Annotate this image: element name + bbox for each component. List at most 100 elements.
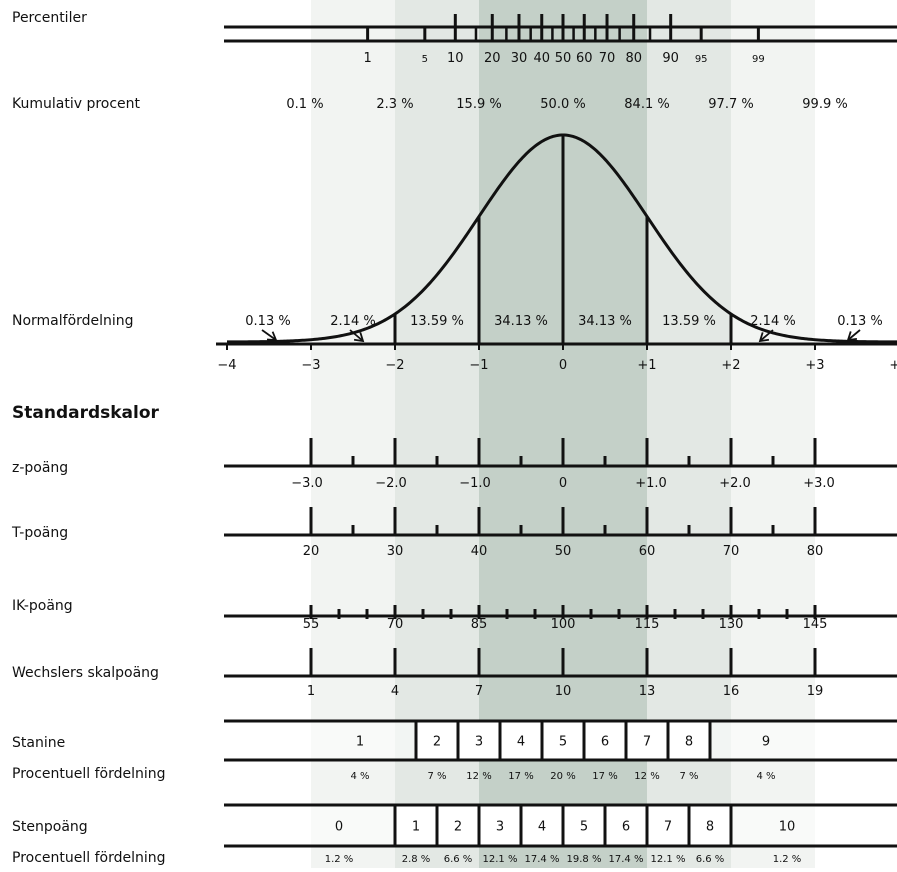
stanine-box-fill: [416, 721, 458, 760]
heading-standardskalor: Standardskalor: [12, 403, 160, 423]
stanine-box-fill-left: [224, 721, 416, 760]
sd-axis-label: 0: [559, 358, 567, 373]
percentile-label: 80: [625, 51, 642, 66]
percentile-label: 5: [422, 54, 428, 65]
cumulative-label: 97.7 %: [708, 97, 753, 112]
wechsler-scale: 1 4 7 10 13 16 19: [224, 648, 897, 699]
sd-axis-label: +3: [805, 358, 824, 373]
percentile-label: 1: [363, 51, 371, 66]
stanine-box-fill: [500, 721, 542, 760]
wechsler-label: 10: [555, 684, 572, 699]
sd-axis-label: −3: [301, 358, 320, 373]
percentile-label: 90: [662, 51, 679, 66]
z-label: −1.0: [459, 476, 491, 491]
stanine-label: 5: [559, 735, 567, 750]
label-t-poang: T-poäng: [11, 525, 68, 541]
stanine-label: 4: [517, 735, 525, 750]
sten-box-fill-right: [731, 805, 897, 846]
sten-label: 10: [779, 820, 796, 835]
sten-label: 7: [664, 820, 672, 835]
label-kumulativ-procent: Kumulativ procent: [12, 96, 141, 112]
stanine-percent: 4 %: [350, 771, 369, 782]
z-label: +2.0: [719, 476, 751, 491]
percentile-label: 95: [695, 54, 708, 65]
cumulative-label: 0.1 %: [286, 97, 323, 112]
z-label: 0: [559, 476, 567, 491]
sd-axis-label: +2: [721, 358, 740, 373]
t-label: 20: [303, 544, 320, 559]
stanine-box-fill: [584, 721, 626, 760]
sten-box-fill: [689, 805, 731, 846]
sten-percent: 2.8 %: [402, 854, 431, 865]
area-percent-label: 2.14 %: [330, 314, 375, 329]
sten-label: 0: [335, 820, 343, 835]
z-score-scale: −3.0 −2.0 −1.0 0 +1.0 +2.0 +3.0: [224, 438, 897, 491]
stanine-label: 8: [685, 735, 693, 750]
percentile-label: 20: [484, 51, 501, 66]
percentile-label: 30: [511, 51, 528, 66]
sten-box-fill: [563, 805, 605, 846]
sten-percent: 19.8 %: [567, 854, 602, 865]
arrow-tail-right: [847, 329, 861, 341]
wechsler-label: 13: [639, 684, 656, 699]
z-label: −3.0: [291, 476, 323, 491]
label-wechsler: Wechslers skalpoäng: [12, 665, 159, 681]
sten-percent: 17.4 %: [609, 854, 644, 865]
z-label: +3.0: [803, 476, 835, 491]
sten-box-fill: [395, 805, 437, 846]
stanine-label: 9: [762, 735, 770, 750]
iq-label: 145: [803, 617, 828, 632]
label-percentiler: Percentiler: [12, 10, 87, 26]
sd-axis-label: −1: [469, 358, 488, 373]
wechsler-label: 19: [807, 684, 824, 699]
sd-axis-label: +1: [637, 358, 656, 373]
z-label: −2.0: [375, 476, 407, 491]
t-label: 50: [555, 544, 572, 559]
stanine-label: 7: [643, 735, 651, 750]
percentile-label: 10: [447, 51, 464, 66]
percentile-label: 50: [555, 51, 572, 66]
stanine-box-fill: [542, 721, 584, 760]
t-label: 80: [807, 544, 824, 559]
sten-label: 6: [622, 820, 630, 835]
sten-box-fill: [605, 805, 647, 846]
t-label: 60: [639, 544, 656, 559]
percentile-label: 40: [533, 51, 550, 66]
stanine-box-fill: [458, 721, 500, 760]
iq-label: 85: [471, 617, 488, 632]
wechsler-label: 1: [307, 684, 315, 699]
area-percent-label: 13.59 %: [410, 314, 464, 329]
sten-boxes: 0 1.2 % 1 2.8 % 2 6.6 % 3 12.1 % 4 17.4 % 5 19.8 % 6…: [224, 803, 897, 865]
area-percent-label: 34.13 %: [494, 314, 548, 329]
stanine-boxes: 1 4 % 2 7 % 3 12 % 4 17 % 5 20 % 6 17 % 7 12 % 8 7 % 9 4 …: [224, 719, 897, 782]
label-ik-poang: IK-poäng: [12, 598, 73, 614]
sten-box-fill: [437, 805, 479, 846]
stanine-percent: 17 %: [508, 771, 533, 782]
cumulative-label: 2.3 %: [376, 97, 413, 112]
wechsler-label: 4: [391, 684, 399, 699]
percentile-label: 70: [599, 51, 616, 66]
sten-percent: 6.6 %: [444, 854, 473, 865]
arrow-tail-right-head: [846, 331, 858, 342]
area-percent-label: 0.13 %: [245, 314, 290, 329]
sten-label: 8: [706, 820, 714, 835]
t-label: 70: [723, 544, 740, 559]
normal-curve: −4 −3 −2 −1 0 +1 +2 +3 +4 0.13 % 2.14 % 13.59 % 34.1…: [216, 133, 897, 373]
cumulative-label: 99.9 %: [802, 97, 847, 112]
iq-label: 55: [303, 617, 320, 632]
arrow-tail-left-head: [266, 331, 278, 341]
area-percent-label: 13.59 %: [662, 314, 716, 329]
arrow-band-left: [349, 329, 364, 342]
label-stenpoang: Stenpoäng: [12, 819, 88, 835]
cumulative-label: 84.1 %: [624, 97, 669, 112]
stanine-percent: 12 %: [634, 771, 659, 782]
label-stanine: Stanine: [12, 735, 65, 751]
t-label: 30: [387, 544, 404, 559]
stanine-box-fill-right: [710, 721, 897, 760]
sten-box-fill: [647, 805, 689, 846]
cumulative-label: 50.0 %: [540, 97, 585, 112]
stanine-label: 1: [356, 735, 364, 750]
sten-box-fill: [479, 805, 521, 846]
